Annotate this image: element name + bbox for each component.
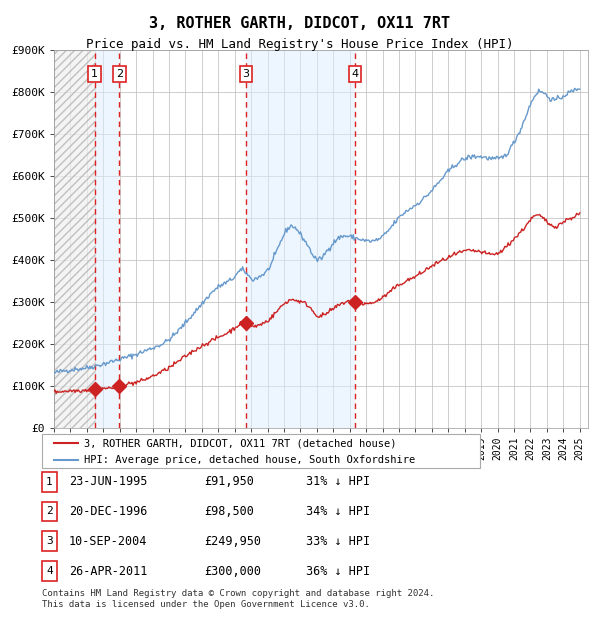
Text: 36% ↓ HPI: 36% ↓ HPI bbox=[306, 565, 370, 577]
Text: 3, ROTHER GARTH, DIDCOT, OX11 7RT (detached house): 3, ROTHER GARTH, DIDCOT, OX11 7RT (detac… bbox=[84, 438, 397, 448]
Text: £300,000: £300,000 bbox=[204, 565, 261, 577]
Text: 10-SEP-2004: 10-SEP-2004 bbox=[69, 535, 148, 547]
Text: 1: 1 bbox=[91, 69, 98, 79]
Bar bbox=[95, 50, 119, 428]
Bar bbox=[246, 50, 355, 428]
Text: 1: 1 bbox=[46, 477, 53, 487]
Text: £249,950: £249,950 bbox=[204, 535, 261, 547]
Text: Contains HM Land Registry data © Crown copyright and database right 2024.
This d: Contains HM Land Registry data © Crown c… bbox=[42, 590, 434, 609]
Text: 4: 4 bbox=[352, 69, 359, 79]
Text: 20-DEC-1996: 20-DEC-1996 bbox=[69, 505, 148, 518]
Text: 3, ROTHER GARTH, DIDCOT, OX11 7RT: 3, ROTHER GARTH, DIDCOT, OX11 7RT bbox=[149, 16, 451, 30]
Text: £98,500: £98,500 bbox=[204, 505, 254, 518]
Text: 3: 3 bbox=[242, 69, 250, 79]
Text: 34% ↓ HPI: 34% ↓ HPI bbox=[306, 505, 370, 518]
Text: 4: 4 bbox=[46, 566, 53, 576]
Text: Price paid vs. HM Land Registry's House Price Index (HPI): Price paid vs. HM Land Registry's House … bbox=[86, 38, 514, 51]
Text: 3: 3 bbox=[46, 536, 53, 546]
Text: 31% ↓ HPI: 31% ↓ HPI bbox=[306, 476, 370, 488]
Text: 2: 2 bbox=[46, 507, 53, 516]
Text: 33% ↓ HPI: 33% ↓ HPI bbox=[306, 535, 370, 547]
Text: HPI: Average price, detached house, South Oxfordshire: HPI: Average price, detached house, Sout… bbox=[84, 454, 415, 464]
Text: 23-JUN-1995: 23-JUN-1995 bbox=[69, 476, 148, 488]
Text: 2: 2 bbox=[116, 69, 123, 79]
Bar bbox=[54, 50, 95, 428]
Text: £91,950: £91,950 bbox=[204, 476, 254, 488]
Text: 26-APR-2011: 26-APR-2011 bbox=[69, 565, 148, 577]
